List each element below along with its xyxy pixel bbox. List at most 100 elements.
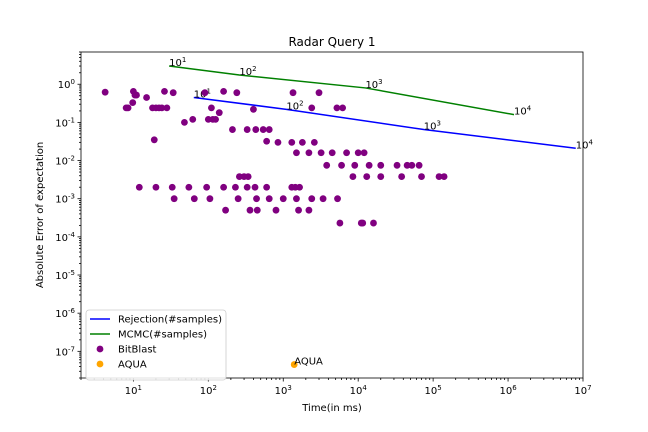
point-bitblast bbox=[333, 104, 341, 112]
point-bitblast bbox=[343, 149, 350, 157]
point-bitblast bbox=[152, 183, 160, 191]
legend-label-aqua: AQUA bbox=[118, 360, 147, 371]
point-bitblast bbox=[305, 206, 313, 214]
point-bitblast bbox=[339, 104, 347, 112]
point-bitblast bbox=[201, 89, 209, 97]
y-axis-label: Absolute Error of expectation bbox=[35, 142, 46, 288]
legend-box bbox=[85, 309, 227, 381]
point-bitblast bbox=[263, 137, 271, 145]
point-bitblast bbox=[189, 115, 197, 123]
point-bitblast bbox=[163, 104, 171, 112]
annotation-rejection-samples: 101 bbox=[194, 87, 211, 100]
x-tick-label: 104 bbox=[350, 384, 368, 397]
point-bitblast bbox=[253, 195, 260, 203]
x-tick-label: 105 bbox=[425, 384, 442, 397]
point-bitblast bbox=[246, 206, 254, 214]
point-bitblast bbox=[435, 173, 443, 180]
point-bitblast bbox=[295, 206, 302, 214]
chart-title: Radar Query 1 bbox=[288, 35, 375, 49]
point-bitblast bbox=[208, 104, 215, 112]
point-bitblast bbox=[298, 138, 306, 146]
point-bitblast bbox=[190, 195, 198, 203]
legend: Rejection(#samples) MCMC(#samples) BitBlas… bbox=[85, 309, 227, 381]
y-tick-label: 10-4 bbox=[55, 231, 75, 244]
x-tick-label: 106 bbox=[499, 384, 517, 397]
point-bitblast bbox=[234, 195, 242, 203]
legend-swatch-aqua bbox=[96, 360, 104, 368]
point-aqua bbox=[290, 361, 298, 368]
point-bitblast bbox=[370, 219, 377, 227]
point-bitblast bbox=[124, 104, 132, 112]
axes-frame bbox=[80, 51, 584, 379]
x-tick-label: 107 bbox=[574, 384, 591, 397]
point-bitblast bbox=[263, 183, 271, 191]
point-bitblast bbox=[161, 87, 168, 95]
point-bitblast bbox=[308, 195, 316, 203]
point-bitblast bbox=[212, 115, 219, 123]
point-bitblast bbox=[279, 195, 287, 203]
y-tick-label: 10-3 bbox=[55, 193, 75, 206]
point-bitblast bbox=[150, 136, 158, 144]
point-bitblast bbox=[253, 206, 261, 214]
series-line-mcmc-samples bbox=[169, 65, 515, 116]
point-bitblast bbox=[158, 104, 166, 112]
point-bitblast bbox=[243, 126, 251, 133]
annotation-mcmc-samples: 104 bbox=[514, 105, 532, 118]
point-bitblast bbox=[349, 173, 357, 180]
point-bitblast bbox=[305, 149, 313, 157]
annotation-mcmc-samples: 103 bbox=[365, 78, 382, 91]
point-bitblast bbox=[259, 126, 267, 133]
point-bitblast bbox=[377, 161, 385, 169]
annotation-rejection-samples: 104 bbox=[576, 138, 594, 151]
point-bitblast bbox=[403, 161, 411, 169]
point-bitblast bbox=[289, 89, 297, 97]
point-bitblast bbox=[232, 183, 239, 191]
point-bitblast bbox=[415, 161, 423, 169]
point-bitblast bbox=[359, 219, 367, 227]
point-bitblast bbox=[328, 149, 336, 157]
point-bitblast bbox=[408, 161, 416, 169]
point-bitblast bbox=[215, 109, 223, 117]
legend-label-rejection-samples: Rejection(#samples) bbox=[118, 315, 222, 326]
point-bitblast bbox=[265, 195, 273, 203]
point-bitblast bbox=[351, 161, 359, 169]
point-bitblast bbox=[310, 138, 318, 146]
x-axis-label: Time(in ms) bbox=[301, 403, 362, 414]
point-bitblast bbox=[229, 126, 236, 133]
point-bitblast bbox=[293, 195, 300, 203]
annotation-mcmc-samples: 102 bbox=[239, 65, 256, 78]
point-bitblast bbox=[274, 138, 282, 146]
y-tick-label: 100 bbox=[58, 78, 75, 91]
annotation-rejection-samples: 103 bbox=[424, 120, 441, 133]
point-bitblast bbox=[317, 149, 325, 157]
point-bitblast bbox=[323, 161, 331, 169]
point-bitblast bbox=[169, 89, 177, 97]
annotation-rejection-samples: 102 bbox=[286, 99, 303, 112]
point-bitblast bbox=[220, 183, 228, 191]
point-bitblast bbox=[377, 173, 385, 180]
point-bitblast bbox=[236, 173, 243, 180]
point-bitblast bbox=[398, 173, 406, 180]
point-bitblast bbox=[129, 99, 137, 107]
point-bitblast bbox=[222, 206, 229, 214]
y-axis: 100 10-1 10-2 10-3 10-4 10-5 10-6 10-7 bbox=[55, 51, 81, 379]
x-tick-label: 103 bbox=[275, 384, 292, 397]
point-bitblast bbox=[336, 219, 344, 227]
legend-label-bitblast: BitBlast bbox=[118, 345, 157, 356]
point-bitblast bbox=[143, 94, 150, 101]
point-bitblast bbox=[135, 183, 143, 191]
x-tick-label: 101 bbox=[125, 384, 142, 397]
point-bitblast bbox=[393, 161, 401, 169]
point-bitblast bbox=[296, 183, 303, 191]
annotation-aqua: AQUA bbox=[294, 357, 323, 368]
y-tick-label: 10-5 bbox=[55, 269, 75, 282]
point-bitblast bbox=[250, 105, 257, 113]
point-bitblast bbox=[354, 149, 362, 157]
point-bitblast bbox=[308, 104, 316, 112]
point-bitblast bbox=[365, 161, 373, 169]
point-bitblast bbox=[334, 195, 341, 203]
point-bitblast bbox=[319, 195, 327, 203]
y-tick-label: 10-2 bbox=[55, 155, 75, 168]
point-bitblast bbox=[360, 149, 368, 157]
